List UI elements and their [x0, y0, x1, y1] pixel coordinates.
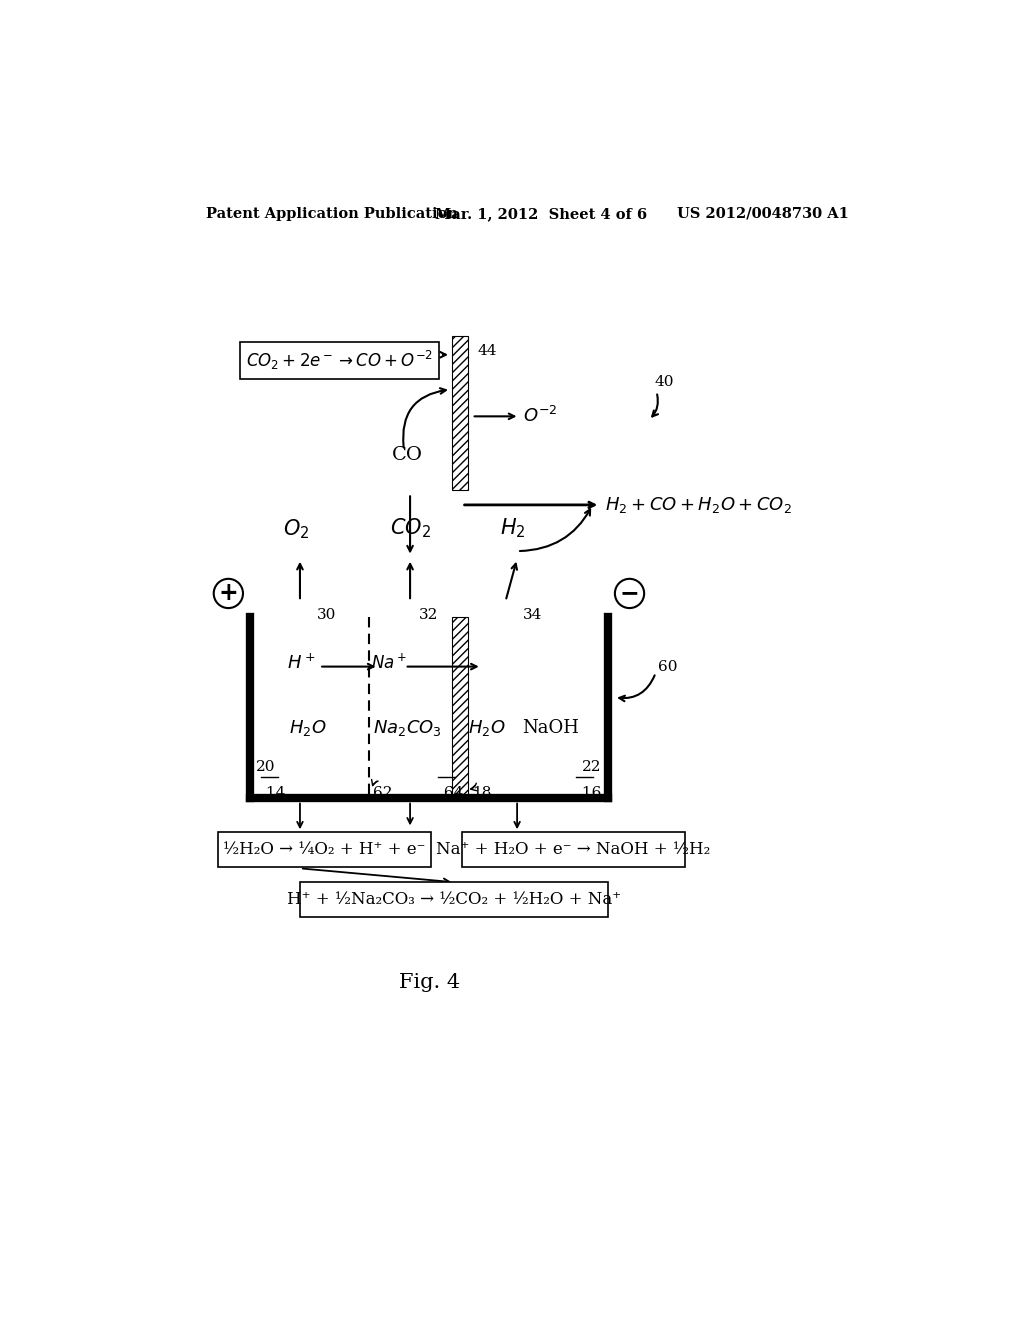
Text: $H_2 + CO + H_2O + CO_2$: $H_2 + CO + H_2O + CO_2$: [605, 495, 792, 515]
Text: ½H₂O → ¼O₂ + H⁺ + e⁻: ½H₂O → ¼O₂ + H⁺ + e⁻: [223, 841, 425, 858]
Text: 32: 32: [419, 609, 438, 622]
Text: 44: 44: [477, 345, 497, 358]
Text: 30: 30: [316, 609, 336, 622]
Text: Fig. 4: Fig. 4: [398, 973, 460, 991]
Bar: [300, 882, 608, 917]
Text: $Na^+$: $Na^+$: [371, 653, 408, 672]
Text: 22: 22: [583, 760, 602, 774]
Text: $CO_2 + 2e^- \rightarrow CO + O^{-2}$: $CO_2 + 2e^- \rightarrow CO + O^{-2}$: [246, 348, 433, 372]
Text: 62: 62: [373, 785, 392, 800]
Text: $H^+$: $H^+$: [288, 653, 315, 672]
Bar: [462, 832, 685, 867]
Text: 18: 18: [472, 785, 492, 800]
Text: 20: 20: [256, 760, 275, 774]
Text: $Na_2CO_3$: $Na_2CO_3$: [374, 718, 442, 738]
Bar: [453, 335, 468, 490]
Text: Na⁺ + H₂O + e⁻ → NaOH + ½H₂: Na⁺ + H₂O + e⁻ → NaOH + ½H₂: [436, 841, 711, 858]
Text: NaOH: NaOH: [522, 719, 579, 737]
Text: $H_2O$: $H_2O$: [468, 718, 505, 738]
Text: 60: 60: [658, 660, 678, 673]
Text: $O_2$: $O_2$: [283, 517, 309, 541]
Text: $CO_2$: $CO_2$: [389, 516, 430, 540]
Text: 14: 14: [261, 785, 286, 800]
Text: Patent Application Publication: Patent Application Publication: [206, 207, 458, 220]
Text: $O^{-2}$: $O^{-2}$: [523, 407, 558, 426]
Text: +: +: [218, 581, 239, 606]
Text: 16: 16: [578, 785, 601, 800]
Text: −: −: [620, 581, 639, 606]
Text: CO: CO: [392, 446, 423, 463]
Bar: [217, 832, 431, 867]
Bar: [240, 342, 438, 379]
Text: 64: 64: [438, 785, 463, 800]
Text: $H_2O$: $H_2O$: [289, 718, 327, 738]
Text: 34: 34: [523, 609, 543, 622]
Text: 40: 40: [654, 375, 674, 388]
Text: Mar. 1, 2012  Sheet 4 of 6: Mar. 1, 2012 Sheet 4 of 6: [435, 207, 647, 220]
Text: H⁺ + ½Na₂CO₃ → ½CO₂ + ½H₂O + Na⁺: H⁺ + ½Na₂CO₃ → ½CO₂ + ½H₂O + Na⁺: [287, 891, 621, 908]
Text: US 2012/0048730 A1: US 2012/0048730 A1: [677, 207, 849, 220]
Text: $H_2$: $H_2$: [501, 516, 526, 540]
Bar: [453, 616, 468, 797]
